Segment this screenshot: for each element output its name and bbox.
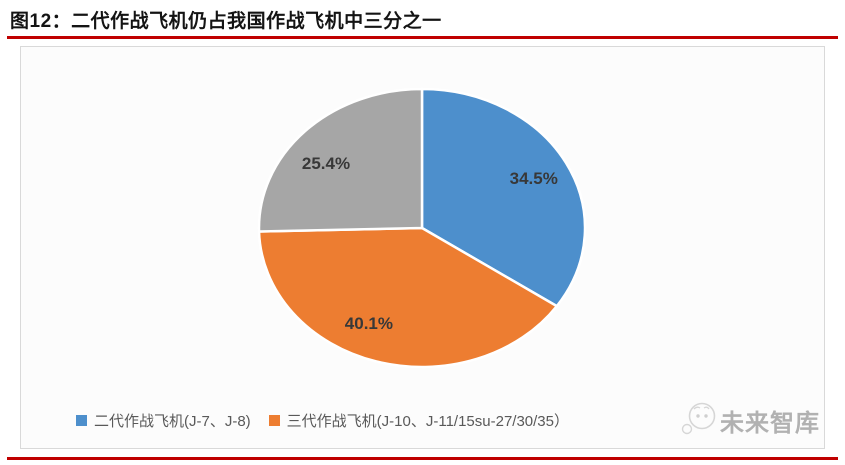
pie-slice <box>257 226 559 369</box>
legend-label: 二代作战飞机(J-7、J-8) <box>94 413 251 430</box>
pie-data-label: 25.4% <box>301 154 351 174</box>
pie-data-label: 40.1% <box>344 314 393 334</box>
pie-data-label: 34.5% <box>509 169 558 189</box>
bottom-rule <box>7 457 838 460</box>
legend-label: 三代作战飞机(J-10、J-11/15su-27/30/35） <box>286 413 569 430</box>
chart-area: 34.5% 40.1% 25.4% 二代作战飞机(J-7、J-8) 三代作战飞机(J-… <box>20 46 825 449</box>
legend-swatch <box>76 415 87 426</box>
pie-slice <box>257 87 424 233</box>
legend-item: 三代作战飞机(J-10、J-11/15su-27/30/35） <box>268 410 569 431</box>
pie-chart <box>257 87 587 369</box>
legend-swatch <box>268 415 280 426</box>
pie-slice <box>420 87 587 308</box>
chart-legend: 二代作战飞机(J-7、J-8) 三代作战飞机(J-10、J-11/15su-27/… <box>76 410 569 431</box>
legend-item: 二代作战飞机(J-7、J-8) <box>76 410 251 431</box>
title-underline <box>7 36 838 39</box>
figure-title: 图12：二代作战飞机仍占我国作战飞机中三分之一 <box>10 11 442 32</box>
